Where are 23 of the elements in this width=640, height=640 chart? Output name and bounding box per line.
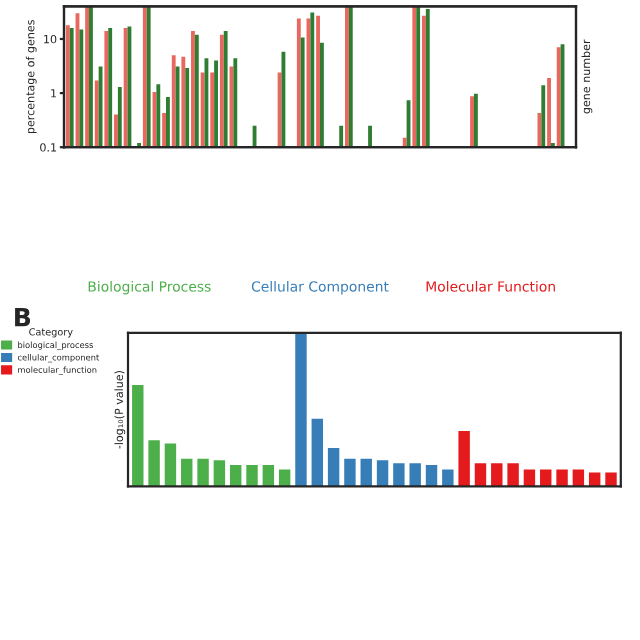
bar [458,431,470,487]
bar [181,458,193,487]
bar [197,458,209,487]
bar [442,469,454,487]
bar [393,463,405,487]
bar [474,463,487,487]
bar [164,443,177,487]
bar [491,463,503,487]
bar [360,458,372,487]
bar [132,385,144,487]
bar [148,440,160,487]
bar [327,448,340,487]
bar [311,418,323,487]
bar [409,463,421,487]
text: B [15,307,31,327]
bar [213,460,226,487]
bar [295,332,307,487]
bar [556,469,568,487]
bar [376,460,389,487]
bar [605,472,617,487]
bar [246,464,258,487]
bar [344,458,356,487]
bar [507,463,519,487]
